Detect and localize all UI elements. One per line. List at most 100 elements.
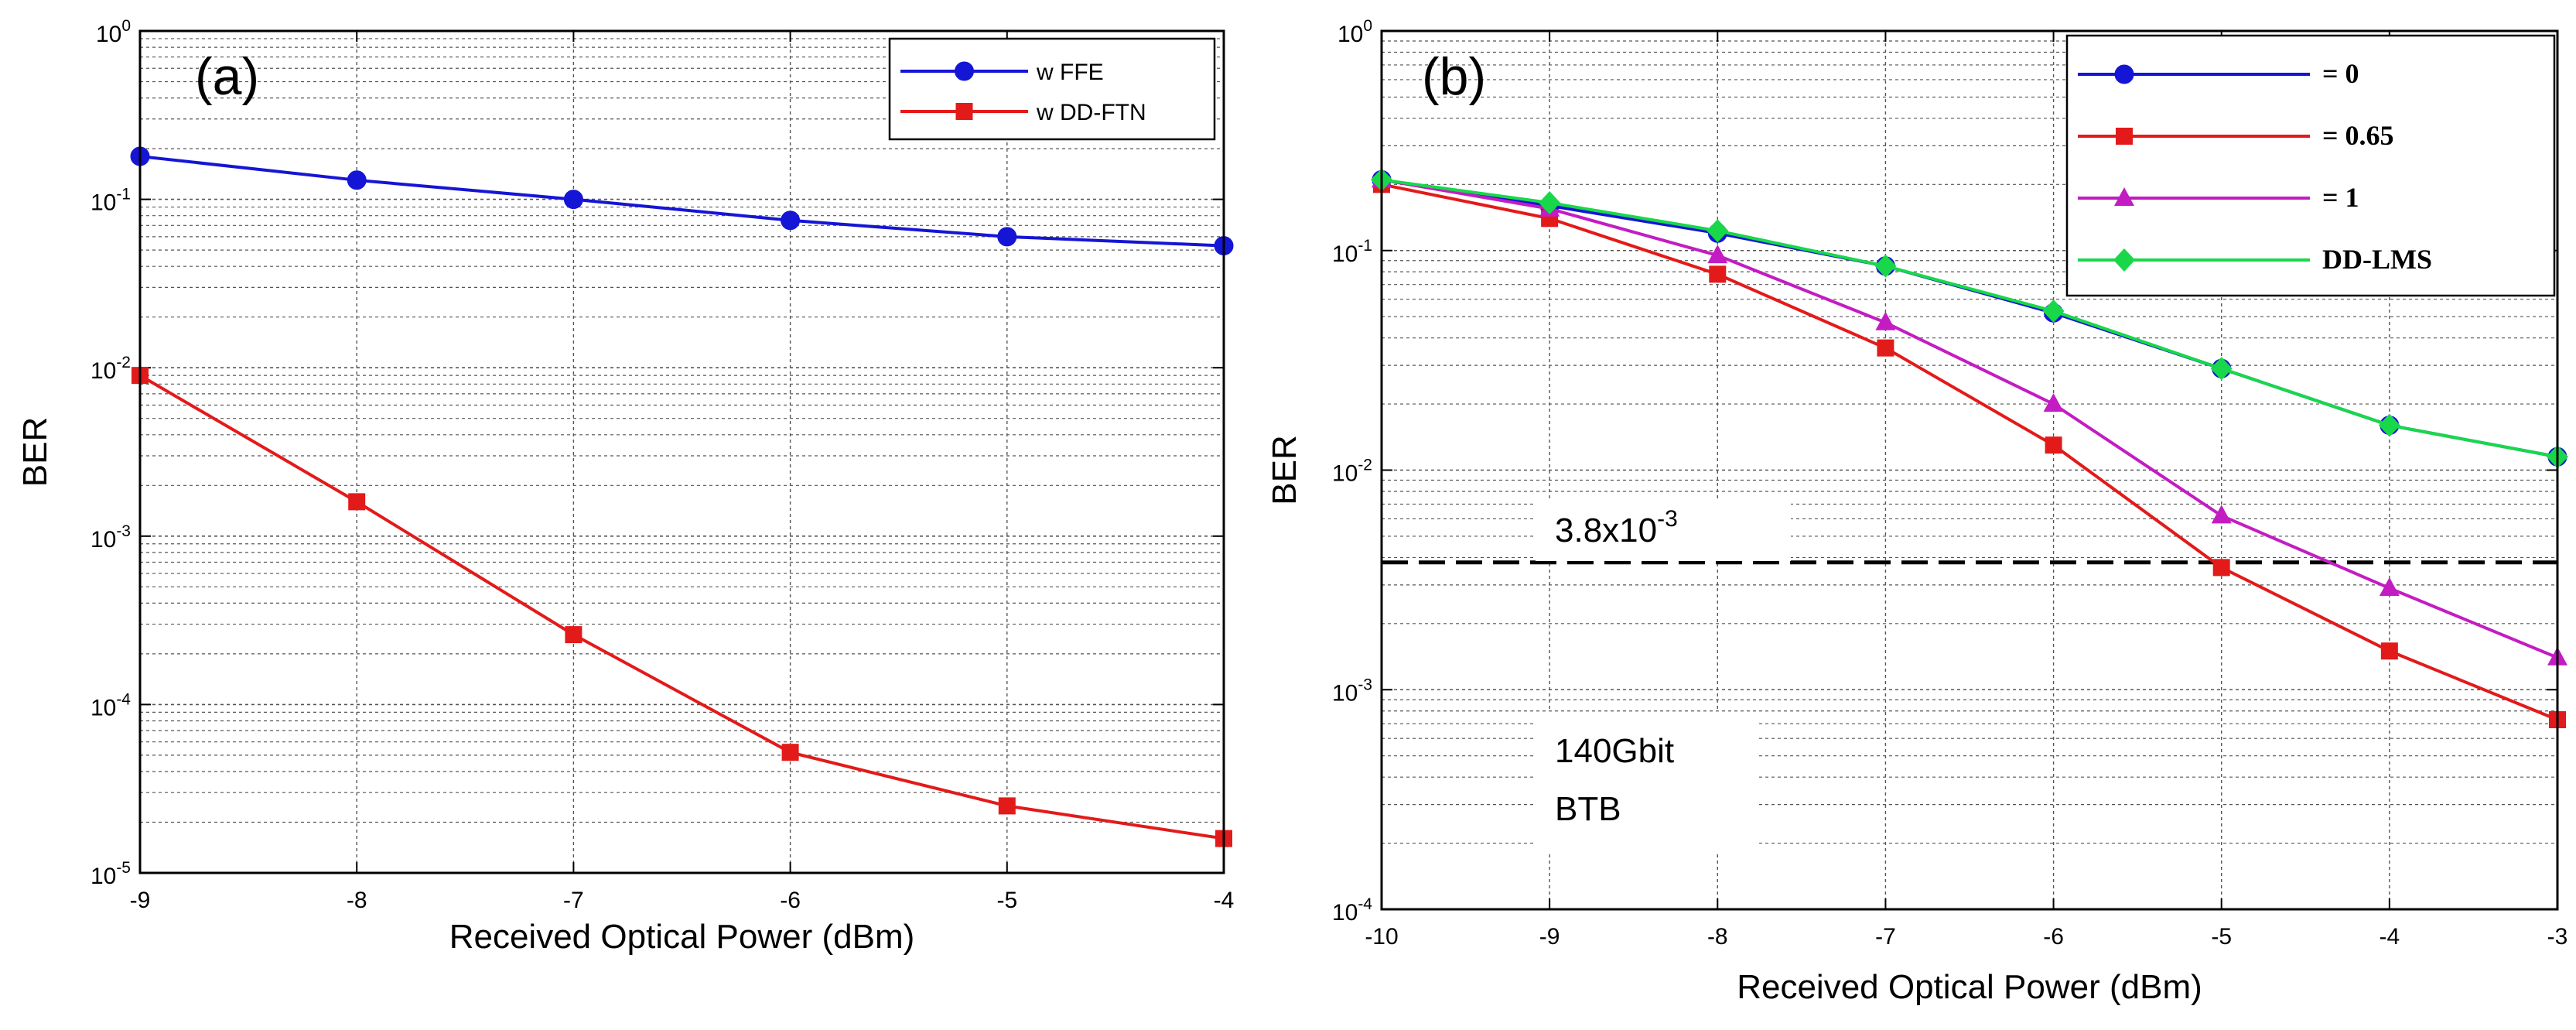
data-point-1 [2043,393,2064,412]
x-tick-label: -8 [1707,924,1728,950]
data-point-w-ffe [997,227,1017,247]
y-tick-label: 10-1 [91,186,131,216]
legend-label-0: = 0 [2322,58,2359,89]
data-point-w-dd-ftn [781,744,799,761]
y-tick-exp: 0 [121,17,131,35]
y-tick-base: 10 [96,22,121,47]
x-tick-label: -3 [2547,924,2568,950]
threshold-label-base: 3.8x10 [1555,512,1657,549]
data-point-0-65 [2045,436,2062,454]
legend-marker-w-ffe [955,61,974,81]
chart-panel-a: -9 -8 -7 -6 -5 -410010-110-210-310-410-5Recei… [16,17,1234,956]
x-tick-label: -7 [1875,924,1896,950]
y-tick-exp: -1 [116,186,131,204]
legend-label-w-dd-ftn: w DD-FTN [1036,100,1146,125]
y-tick-label: 10-4 [91,690,131,720]
legend-marker-0-65 [2116,128,2133,145]
legend-label-1: = 1 [2322,182,2359,213]
y-tick-base: 10 [1332,900,1358,926]
x-tick-label: -5 [2211,924,2232,950]
panel-label: (b) [1422,47,1486,106]
threshold-label: 3.8x10-3 [1555,506,1678,549]
legend-marker-1 [2114,187,2134,206]
y-tick-base: 10 [1332,680,1358,706]
series-line-w-dd-ftn [138,374,1225,840]
x-tick-label: -6 [780,888,801,913]
y-tick-label: 10-4 [1332,895,1372,926]
series-w-dd-ftn [132,367,1232,847]
y-tick-base: 10 [91,190,116,216]
axes-frame [1380,29,2559,911]
data-point-w-ffe [347,170,367,190]
data-point-1 [2379,577,2400,597]
y-tick-base: 10 [1338,22,1363,47]
data-point-dd-lms [2042,299,2065,323]
y-tick-base: 10 [1332,461,1358,487]
series-line-dd-lms [1381,178,2558,459]
data-point-dd-lms [1707,219,1729,243]
data-point-1 [1875,311,1896,330]
legend: = 0 = 0.65 = 1 DD-LMS [2065,34,2556,297]
x-tick-label: -5 [996,888,1017,913]
threshold-label-box [1536,499,1791,561]
y-tick-exp: -5 [116,859,131,877]
y-tick-label: 10-2 [91,354,131,384]
legend: w FFE w DD-FTN [888,37,1216,141]
y-tick-base: 10 [91,358,116,384]
x-tick-label: -6 [2043,924,2064,950]
y-tick-label: 10-3 [1332,676,1372,706]
y-tick-exp: -1 [1358,237,1372,255]
x-tick-label: -7 [563,888,584,913]
y-tick-base: 10 [91,527,116,553]
y-tick-label: 100 [1338,17,1372,47]
annotation-box [1536,712,1756,851]
legend-marker-0 [2114,64,2134,84]
data-point-0-65 [2212,559,2230,577]
y-tick-exp: -4 [116,690,131,708]
annotation-line1: 140Gbit [1555,732,1674,770]
panel-label: (a) [195,47,259,106]
data-point-w-dd-ftn [348,493,366,511]
grid [139,31,1225,874]
y-axis-label: BER [1266,435,1303,505]
data-point-dd-lms [1539,191,1561,215]
data-point-dd-lms [2210,357,2233,381]
data-point-1 [1707,245,1728,264]
x-axis-label: Received Optical Power (dBm) [1737,968,2202,1006]
data-point-w-ffe [781,210,801,231]
series-w-ffe [130,146,1234,256]
legend-label-dd-lms: DD-LMS [2322,244,2432,275]
series-dd-lms [1371,168,2568,469]
data-point-1 [2211,505,2232,524]
legend-label-0-65: = 0.65 [2322,120,2394,151]
annotation-line2: BTB [1555,790,1621,828]
y-tick-label: 10-5 [91,859,131,889]
y-tick-label: 10-2 [1332,457,1372,487]
y-tick-exp: -2 [1358,457,1372,474]
plot-area [140,31,1224,873]
y-tick-exp: -3 [116,522,131,540]
data-point-0-65 [1709,265,1727,283]
y-tick-exp: -3 [1358,676,1372,693]
legend-label-w-ffe: w FFE [1036,60,1104,85]
x-tick-label: -8 [347,888,367,913]
y-tick-base: 10 [1332,241,1358,267]
y-tick-label: 10-3 [91,522,131,553]
data-point-w-dd-ftn [565,626,583,644]
y-tick-base: 10 [91,864,116,889]
legend-box [888,37,1216,141]
data-point-0-65 [1877,339,1894,357]
y-tick-exp: 0 [1363,17,1372,35]
y-tick-exp: -2 [116,354,131,371]
legend-box [2065,34,2556,297]
threshold-label-exp: -3 [1657,506,1678,532]
y-tick-label: 10-1 [1332,237,1372,267]
x-axis-label: Received Optical Power (dBm) [449,918,915,956]
series-line-1 [1381,178,2558,659]
x-tick-label: -4 [1214,888,1235,913]
y-tick-exp: -4 [1358,895,1372,913]
legend-marker-dd-lms [2113,248,2135,272]
y-axis-label: BER [16,417,54,487]
